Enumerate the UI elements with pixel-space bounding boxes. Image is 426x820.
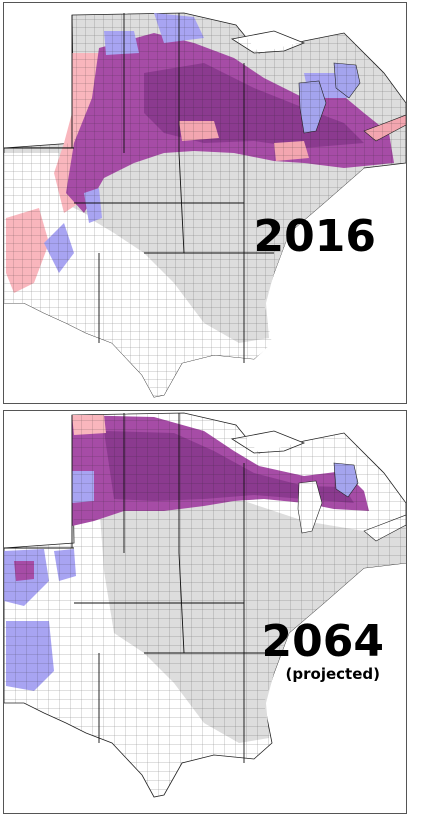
projection-note: (projected)	[285, 665, 380, 683]
year-label: 2016	[253, 211, 376, 262]
map-panel-2016: 2016	[3, 2, 407, 404]
map-panel-2064: 2064 (projected)	[3, 410, 407, 814]
county-grid	[4, 413, 406, 797]
state-borders	[4, 13, 274, 363]
year-label: 2064	[261, 616, 384, 667]
county-map-2064	[4, 412, 406, 798]
county-grid	[4, 13, 406, 397]
state-borders	[4, 413, 274, 763]
county-map-2016	[4, 12, 406, 398]
